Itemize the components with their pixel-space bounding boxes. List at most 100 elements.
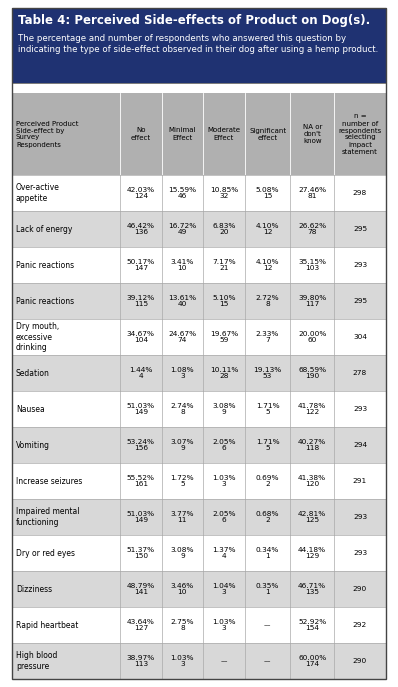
Text: 10.85%
32: 10.85% 32: [210, 186, 238, 199]
Text: 2.72%
8: 2.72% 8: [256, 295, 279, 308]
FancyBboxPatch shape: [12, 499, 386, 535]
Text: The percentage and number of respondents who answered this question by
indicatin: The percentage and number of respondents…: [18, 34, 378, 54]
Text: 293: 293: [353, 550, 367, 556]
Text: Dry mouth,
excessive
drinking: Dry mouth, excessive drinking: [16, 322, 59, 352]
FancyBboxPatch shape: [12, 93, 386, 175]
Text: Panic reactions: Panic reactions: [16, 297, 74, 306]
Text: 5.08%
15: 5.08% 15: [256, 186, 279, 199]
Text: 295: 295: [353, 226, 367, 232]
FancyBboxPatch shape: [12, 211, 386, 247]
Text: Sedation: Sedation: [16, 368, 50, 377]
Text: Nausea: Nausea: [16, 405, 45, 414]
FancyBboxPatch shape: [12, 283, 386, 319]
Text: 6.83%
20: 6.83% 20: [212, 223, 236, 236]
FancyBboxPatch shape: [12, 427, 386, 463]
Text: Impaired mental
functioning: Impaired mental functioning: [16, 507, 80, 527]
Text: 293: 293: [353, 406, 367, 412]
Text: 3.41%
10: 3.41% 10: [171, 258, 194, 271]
FancyBboxPatch shape: [12, 8, 386, 679]
Text: 10.11%
28: 10.11% 28: [210, 366, 238, 379]
FancyBboxPatch shape: [12, 643, 386, 679]
Text: 7.17%
21: 7.17% 21: [212, 258, 236, 271]
Text: 35.15%
103: 35.15% 103: [298, 258, 326, 271]
Text: 42.03%
124: 42.03% 124: [127, 186, 155, 199]
Text: 24.67%
74: 24.67% 74: [168, 330, 197, 344]
Text: 46.71%
135: 46.71% 135: [298, 583, 326, 596]
Text: 13.61%
40: 13.61% 40: [168, 295, 197, 308]
Text: 53.24%
156: 53.24% 156: [127, 438, 155, 451]
Text: 294: 294: [353, 442, 367, 448]
Text: Dry or red eyes: Dry or red eyes: [16, 548, 75, 557]
Text: 0.35%
1: 0.35% 1: [256, 583, 279, 596]
Text: 68.59%
190: 68.59% 190: [298, 366, 326, 379]
Text: 39.12%
115: 39.12% 115: [127, 295, 155, 308]
Text: 278: 278: [353, 370, 367, 376]
Text: 19.13%
53: 19.13% 53: [254, 366, 282, 379]
FancyBboxPatch shape: [12, 175, 386, 211]
FancyBboxPatch shape: [12, 247, 386, 283]
Text: 2.74%
8: 2.74% 8: [171, 403, 194, 416]
Text: 39.80%
117: 39.80% 117: [298, 295, 326, 308]
Text: 48.79%
141: 48.79% 141: [127, 583, 155, 596]
Text: 0.34%
1: 0.34% 1: [256, 546, 279, 559]
Text: 15.59%
46: 15.59% 46: [168, 186, 197, 199]
Text: Panic reactions: Panic reactions: [16, 260, 74, 269]
FancyBboxPatch shape: [12, 463, 386, 499]
FancyBboxPatch shape: [12, 355, 386, 391]
Text: Over-active
appetite: Over-active appetite: [16, 183, 60, 203]
Text: 293: 293: [353, 262, 367, 268]
Text: 1.03%
3: 1.03% 3: [212, 618, 236, 631]
Text: 1.37%
4: 1.37% 4: [212, 546, 236, 559]
Text: Perceived Product
Side-effect by
Survey
Respondents: Perceived Product Side-effect by Survey …: [16, 120, 78, 148]
Text: 295: 295: [353, 298, 367, 304]
FancyBboxPatch shape: [12, 535, 386, 571]
Text: 2.05%
6: 2.05% 6: [212, 438, 236, 451]
Text: 4.10%
12: 4.10% 12: [256, 223, 279, 236]
Text: 3.08%
9: 3.08% 9: [212, 403, 236, 416]
Text: 55.52%
161: 55.52% 161: [127, 475, 155, 488]
FancyBboxPatch shape: [12, 319, 386, 355]
Text: 0.68%
2: 0.68% 2: [256, 510, 279, 523]
Text: ––: ––: [264, 658, 271, 664]
Text: Minimal
Effect: Minimal Effect: [169, 128, 196, 141]
FancyBboxPatch shape: [12, 607, 386, 643]
Text: Rapid heartbeat: Rapid heartbeat: [16, 620, 78, 629]
Text: Significant
effect: Significant effect: [249, 128, 286, 141]
Text: Lack of energy: Lack of energy: [16, 225, 72, 234]
Text: High blood
pressure: High blood pressure: [16, 651, 57, 671]
Text: 1.08%
3: 1.08% 3: [171, 366, 194, 379]
Text: 3.08%
9: 3.08% 9: [171, 546, 194, 559]
Text: 51.03%
149: 51.03% 149: [127, 510, 155, 523]
FancyBboxPatch shape: [12, 391, 386, 427]
Text: 27.46%
81: 27.46% 81: [298, 186, 326, 199]
Text: Table 4: Perceived Side-effects of Product on Dog(s).: Table 4: Perceived Side-effects of Produ…: [18, 14, 370, 27]
Text: 51.37%
150: 51.37% 150: [127, 546, 155, 559]
Text: 291: 291: [353, 478, 367, 484]
Text: 1.44%
4: 1.44% 4: [129, 366, 152, 379]
Text: 16.72%
49: 16.72% 49: [168, 223, 197, 236]
Text: 290: 290: [353, 586, 367, 592]
Text: ––: ––: [264, 622, 271, 628]
Text: 1.04%
3: 1.04% 3: [212, 583, 236, 596]
Text: 52.92%
154: 52.92% 154: [298, 618, 326, 631]
Text: Increase seizures: Increase seizures: [16, 477, 82, 486]
Text: 304: 304: [353, 334, 367, 340]
Text: 4.10%
12: 4.10% 12: [256, 258, 279, 271]
Text: 41.78%
122: 41.78% 122: [298, 403, 326, 416]
Text: 1.71%
5: 1.71% 5: [256, 438, 279, 451]
Text: 298: 298: [353, 190, 367, 196]
Text: n =
number of
respondents
selecting
impact
statement: n = number of respondents selecting impa…: [338, 113, 382, 155]
Text: 41.38%
120: 41.38% 120: [298, 475, 326, 488]
Text: 38.97%
113: 38.97% 113: [127, 655, 155, 668]
Text: 40.27%
118: 40.27% 118: [298, 438, 326, 451]
Text: 292: 292: [353, 622, 367, 628]
Text: Vomiting: Vomiting: [16, 440, 50, 449]
Text: 50.17%
147: 50.17% 147: [127, 258, 155, 271]
FancyBboxPatch shape: [12, 8, 386, 83]
Text: 19.67%
59: 19.67% 59: [210, 330, 238, 344]
Text: 20.00%
60: 20.00% 60: [298, 330, 326, 344]
Text: 290: 290: [353, 658, 367, 664]
Text: Moderate
Effect: Moderate Effect: [207, 128, 240, 141]
Text: 1.03%
3: 1.03% 3: [171, 655, 194, 668]
Text: 1.03%
3: 1.03% 3: [212, 475, 236, 488]
